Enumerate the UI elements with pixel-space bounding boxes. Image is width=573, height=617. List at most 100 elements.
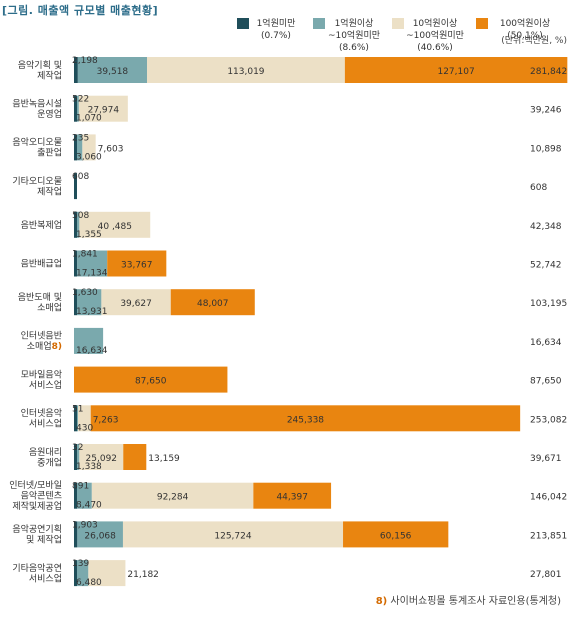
bar-segment bbox=[101, 289, 171, 316]
data-label: 608 bbox=[72, 172, 89, 182]
bar-segment bbox=[77, 57, 148, 83]
legend-label-2: 1억원이상 ~10억원미만 (8.6%) bbox=[315, 18, 393, 54]
bar-segment bbox=[74, 366, 228, 393]
legend-share-4: (50.1%) bbox=[507, 31, 543, 41]
data-label: 235 bbox=[72, 133, 89, 143]
legend-name-1: 1억원미만 bbox=[256, 19, 296, 29]
unit-note: (단위:백만원, %) bbox=[501, 36, 567, 46]
data-label: 39,627 bbox=[120, 299, 152, 309]
bar-segment bbox=[77, 211, 80, 238]
data-label: 1,903 bbox=[72, 520, 98, 530]
data-label: 6,480 bbox=[76, 578, 102, 588]
data-label: 25,092 bbox=[86, 454, 118, 464]
bar-segment bbox=[74, 327, 104, 354]
legend-name-3: 10억원이상 ~100억원미만 bbox=[406, 19, 464, 41]
data-label: 87,650 bbox=[135, 377, 167, 387]
bar-segment bbox=[88, 560, 126, 587]
total-label: 103,195 bbox=[530, 299, 567, 309]
category-label: 제작업 bbox=[37, 70, 62, 81]
category-label: 제작업 bbox=[37, 186, 62, 197]
data-label: 13,159 bbox=[148, 454, 180, 464]
category-label: 음원대리 bbox=[29, 447, 62, 458]
data-label: 1,338 bbox=[76, 462, 102, 472]
total-label: 27,801 bbox=[530, 570, 562, 580]
data-label: 40 ,485 bbox=[98, 222, 132, 232]
data-label: 26,068 bbox=[84, 531, 116, 541]
legend-share-3: (40.6%) bbox=[417, 43, 453, 53]
bar-segment bbox=[122, 521, 344, 548]
data-label: 1,841 bbox=[72, 250, 98, 260]
category-label: 음반배급업 bbox=[21, 259, 62, 270]
bar-segment bbox=[77, 482, 92, 509]
bar-segment bbox=[74, 95, 77, 122]
legend-swatch-1 bbox=[237, 18, 249, 29]
legend-label-3: 10억원이상 ~100억원미만 (40.6%) bbox=[394, 18, 476, 54]
bar-segment bbox=[90, 405, 521, 432]
total-label: 281,842 bbox=[530, 67, 567, 77]
bar-segment bbox=[77, 444, 80, 470]
data-label: 16,634 bbox=[76, 346, 108, 356]
legend-swatch-2 bbox=[313, 18, 325, 29]
footnote-mark: 8) bbox=[375, 596, 388, 607]
category-label: 중개업 bbox=[37, 457, 62, 468]
bar-segment bbox=[77, 95, 79, 122]
data-label: 245,338 bbox=[287, 415, 324, 425]
bar-segment bbox=[107, 250, 167, 277]
category-label: 음반복제업 bbox=[21, 220, 62, 231]
category-label: 및 제작업 bbox=[26, 534, 62, 546]
bar-segment bbox=[253, 482, 332, 509]
data-label: 39,518 bbox=[97, 67, 129, 77]
bar-segment bbox=[79, 444, 124, 470]
bar-segment bbox=[74, 57, 78, 83]
total-label: 10,898 bbox=[530, 144, 562, 154]
data-label: 1,355 bbox=[76, 230, 102, 240]
legend-share-1: (0.7%) bbox=[261, 31, 291, 41]
legend-swatch-4 bbox=[476, 18, 488, 29]
bar-segment bbox=[74, 521, 78, 548]
bar-segment bbox=[77, 250, 108, 277]
data-label: 139 bbox=[72, 559, 89, 569]
total-label: 42,348 bbox=[530, 222, 562, 232]
footnote-text: 사이버쇼핑몰 통계조사 자료인용(통계청) bbox=[387, 596, 561, 607]
bar-segment bbox=[170, 289, 255, 316]
data-label: 7,263 bbox=[93, 415, 119, 425]
legend-swatch-3 bbox=[392, 18, 404, 29]
bar-segment bbox=[78, 95, 128, 122]
bar-segment bbox=[78, 405, 91, 432]
data-label: 113,019 bbox=[227, 67, 264, 77]
category-label: 서비스업 bbox=[29, 380, 62, 391]
data-label: 60,156 bbox=[380, 531, 412, 541]
bar-segment bbox=[147, 57, 345, 83]
data-label: 32 bbox=[72, 443, 83, 453]
total-label: 146,042 bbox=[530, 493, 567, 503]
legend-share-2: (8.6%) bbox=[339, 43, 369, 53]
data-label: 3,060 bbox=[76, 152, 102, 162]
category-label: 기타오디오물 bbox=[12, 176, 62, 187]
data-label: 127,107 bbox=[437, 67, 474, 77]
bar-segment bbox=[74, 482, 77, 509]
legend-label-1: 1억원미만 (0.7%) bbox=[243, 18, 309, 42]
total-label: 87,650 bbox=[530, 377, 562, 387]
bar-segment bbox=[74, 250, 78, 277]
data-label: 44,397 bbox=[276, 493, 308, 503]
bar-segment bbox=[343, 521, 449, 548]
bar-segment bbox=[91, 482, 254, 509]
category-label: 음악오디오물 bbox=[12, 136, 62, 148]
data-label: 125,724 bbox=[214, 531, 251, 541]
data-label: 21,182 bbox=[127, 570, 158, 580]
data-label: 891 bbox=[72, 482, 89, 492]
bar-segment bbox=[74, 289, 77, 316]
category-label: 인터넷음반 bbox=[21, 331, 62, 342]
bar-segment bbox=[74, 173, 77, 200]
total-label: 39,246 bbox=[530, 106, 562, 116]
data-label: 430 bbox=[76, 423, 93, 433]
category-label: 소매업8) bbox=[27, 341, 62, 352]
data-label: 1,630 bbox=[72, 288, 98, 298]
data-label: 508 bbox=[72, 211, 89, 221]
data-label: 13,931 bbox=[76, 307, 108, 317]
bar-segment bbox=[74, 560, 77, 587]
category-label: 음반도매 및 bbox=[18, 291, 62, 303]
bar-segment bbox=[77, 134, 83, 161]
bar-segment bbox=[77, 560, 89, 587]
